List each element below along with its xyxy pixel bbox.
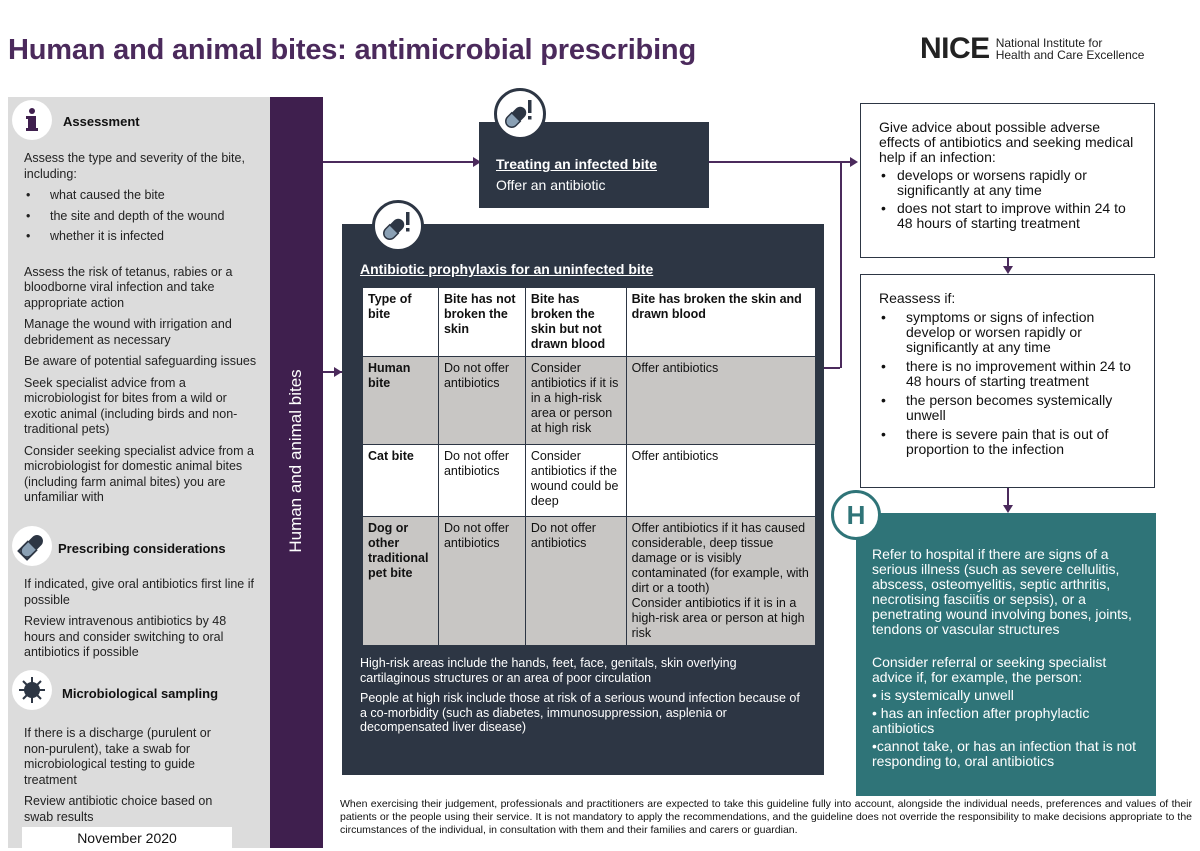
- list-item: there is no improvement within 24 to 48 …: [879, 359, 1138, 389]
- list-item: develops or worsens rapidly or significa…: [879, 168, 1138, 198]
- table-header-cell: Bite has not broken the skin: [437, 287, 526, 357]
- date-label: November 2020: [22, 827, 232, 849]
- assessment-paragraph: Assess the risk of tetanus, rabies or a …: [24, 264, 233, 310]
- table-cell: Consider antibiotics if it is in a high-…: [524, 356, 627, 445]
- table-cell: Offer antibiotics: [625, 356, 817, 445]
- assessment-paragraph: Consider seeking specialist advice from …: [24, 443, 254, 505]
- table-cell: Consider antibiotics if the wound could …: [524, 444, 627, 517]
- note-paragraph: High-risk areas include the hands, feet,…: [360, 656, 737, 685]
- referral-paragraph: Refer to hospital if there are signs of …: [872, 546, 1132, 637]
- sampling-paragraph: Review antibiotic choice based on swab r…: [24, 794, 213, 824]
- arrow-right-icon: [850, 157, 858, 167]
- list-item: •cannot take, or has an infection that i…: [872, 738, 1137, 769]
- reassess-box: Reassess if: symptoms or signs of infect…: [860, 274, 1155, 488]
- list-item: what caused the bite: [24, 188, 260, 204]
- assessment-intro: Assess the type and severity of the bite…: [24, 151, 245, 181]
- sampling-paragraph: If there is a discharge (purulent or non…: [24, 726, 211, 787]
- arrow-down-icon: [1003, 266, 1013, 274]
- list-item: there is severe pain that is out of prop…: [879, 427, 1138, 457]
- advice-box: Give advice about possible adverse effec…: [860, 103, 1155, 258]
- capsule-icon: [12, 526, 52, 566]
- connector-line: [323, 371, 342, 373]
- table-row: Human bite Do not offer antibiotics Cons…: [362, 356, 817, 445]
- category-band-label: Human and animal bites: [286, 369, 305, 553]
- connector-line: [323, 161, 475, 163]
- sampling-section: If there is a discharge (purulent or non…: [24, 726, 224, 831]
- table-cell: Human bite: [362, 356, 439, 445]
- assessment-paragraph: Seek specialist advice from a microbiolo…: [24, 375, 238, 437]
- footer-disclaimer: When exercising their judgement, profess…: [340, 798, 1192, 836]
- nice-logo-word: NICE: [920, 32, 990, 65]
- list-item: • is systemically unwell: [872, 687, 1014, 703]
- prophylaxis-heading: Antibiotic prophylaxis for an uninfected…: [360, 261, 654, 277]
- nice-logo: NICE National Institute for Health and C…: [920, 32, 1144, 66]
- referral-paragraph: Consider referral or seeking specialist …: [872, 654, 1107, 685]
- assessment-paragraph: Be aware of potential safeguarding issue…: [24, 354, 257, 368]
- list-item: • has an infection after prophylactic an…: [872, 705, 1090, 736]
- connector-line: [840, 161, 842, 368]
- list-item: whether it is infected: [24, 229, 260, 245]
- table-cell: Do not offer antibiotics: [437, 516, 526, 646]
- assessment-title: Assessment: [63, 114, 140, 129]
- treating-text: Offer an antibiotic: [496, 177, 606, 193]
- category-band: [270, 97, 323, 848]
- assessment-section: Assess the type and severity of the bite…: [24, 151, 260, 512]
- nice-logo-line1: National Institute for: [995, 36, 1103, 50]
- assessment-bullets: what caused the bite the site and depth …: [24, 188, 260, 245]
- list-item: does not start to improve within 24 to 4…: [879, 201, 1138, 231]
- list-item: the person becomes systemically unwell: [879, 393, 1138, 423]
- arrow-right-icon: [473, 157, 481, 167]
- page-title: Human and animal bites: antimicrobial pr…: [8, 34, 696, 66]
- capsule-alert-icon: [372, 200, 424, 252]
- bacteria-icon: [12, 670, 52, 710]
- table-cell: Do not offer antibiotics: [437, 444, 526, 517]
- note-paragraph: People at high risk include those at ris…: [360, 691, 800, 734]
- prophylaxis-notes: High-risk areas include the hands, feet,…: [360, 656, 800, 741]
- nice-logo-line2: Health and Care Excellence: [995, 48, 1145, 62]
- list-item: symptoms or signs of infection develop o…: [879, 310, 1138, 355]
- table-cell: Cat bite: [362, 444, 439, 517]
- connector-line: [1007, 488, 1009, 508]
- connector-line: [824, 367, 840, 369]
- table-cell: Offer antibiotics if it has caused consi…: [625, 516, 817, 646]
- table-cell: Offer antibiotics: [625, 444, 817, 517]
- prescribing-title: Prescribing considerations: [58, 541, 226, 556]
- arrow-down-icon: [1003, 505, 1013, 513]
- reassess-intro: Reassess if:: [879, 290, 956, 306]
- info-icon: [12, 100, 52, 140]
- connector-line: [1007, 258, 1009, 270]
- assessment-paragraph: Manage the wound with irrigation and deb…: [24, 317, 232, 347]
- table-header-cell: Bite has broken the skin but not drawn b…: [524, 287, 627, 357]
- prescribing-paragraph: If indicated, give oral antibiotics firs…: [24, 577, 254, 607]
- hospital-h-icon: H: [831, 490, 881, 540]
- sampling-title: Microbiological sampling: [62, 686, 219, 701]
- treating-heading: Treating an infected bite: [496, 156, 658, 172]
- table-row: Cat bite Do not offer antibiotics Consid…: [362, 444, 817, 517]
- table-cell-line: Consider antibiotics if it is in a high-…: [631, 596, 805, 640]
- reassess-bullets: symptoms or signs of infection develop o…: [879, 310, 1138, 457]
- prescribing-paragraph: Review intravenous antibiotics by 48 hou…: [24, 614, 227, 659]
- table-header-cell: Bite has broken the skin and drawn blood: [625, 287, 817, 357]
- table-header-cell: Type of bite: [362, 287, 439, 357]
- referral-box: Refer to hospital if there are signs of …: [856, 513, 1156, 796]
- table-cell-line: Offer antibiotics if it has caused consi…: [631, 521, 809, 595]
- list-item: the site and depth of the wound: [24, 209, 260, 225]
- prophylaxis-table: Type of bite Bite has not broken the ski…: [362, 287, 817, 646]
- capsule-alert-icon: [494, 88, 546, 140]
- advice-bullets: develops or worsens rapidly or significa…: [879, 168, 1138, 231]
- arrow-right-icon: [334, 367, 342, 377]
- table-header-row: Type of bite Bite has not broken the ski…: [362, 287, 817, 357]
- table-cell: Dog or other traditional pet bite: [362, 516, 439, 646]
- table-cell: Do not offer antibiotics: [524, 516, 627, 646]
- advice-intro: Give advice about possible adverse effec…: [879, 119, 1134, 165]
- table-cell: Do not offer antibiotics: [437, 356, 526, 445]
- nice-logo-fullname: National Institute for Health and Care E…: [996, 37, 1145, 61]
- connector-line: [709, 161, 852, 163]
- prescribing-section: If indicated, give oral antibiotics firs…: [24, 577, 260, 667]
- table-row: Dog or other traditional pet bite Do not…: [362, 516, 817, 646]
